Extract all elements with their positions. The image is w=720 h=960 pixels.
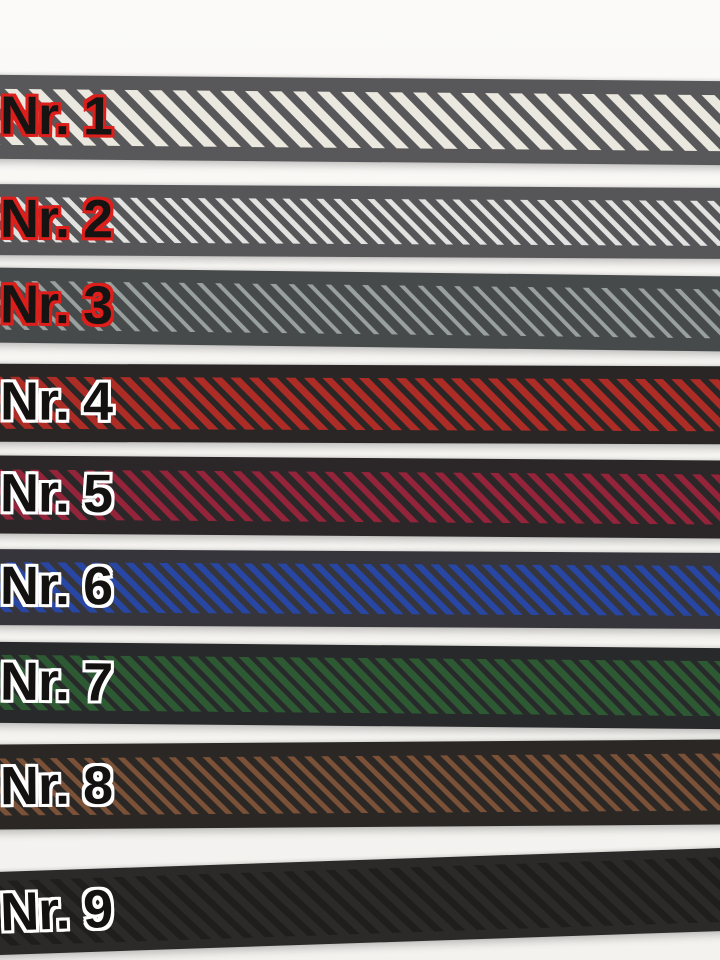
ribbon-label: Nr. 5 bbox=[0, 463, 113, 525]
ribbon-nr-2: Nr. 2 bbox=[0, 184, 720, 259]
ribbon-label: Nr. 6 bbox=[0, 555, 113, 617]
ribbon-nr-8: Nr. 8 bbox=[0, 739, 720, 830]
ribbon-label: Nr. 3 bbox=[0, 273, 113, 336]
ribbon-nr-1: Nr. 1 bbox=[0, 74, 720, 166]
ribbon-label: Nr. 2 bbox=[0, 188, 113, 249]
ribbon-label: Nr. 4 bbox=[0, 371, 113, 432]
ribbon-label: Nr. 8 bbox=[0, 754, 113, 816]
ribbon-nr-4: Nr. 4 bbox=[0, 363, 720, 445]
ribbon-nr-6: Nr. 6 bbox=[0, 549, 720, 629]
ribbon-nr-3: Nr. 3 bbox=[0, 267, 720, 352]
ribbon-nr-7: Nr. 7 bbox=[0, 641, 720, 730]
ribbon-nr-9: Nr. 9 bbox=[0, 847, 720, 956]
ribbon-label: Nr. 9 bbox=[0, 878, 114, 943]
ribbon-nr-5: Nr. 5 bbox=[0, 455, 720, 539]
ribbon-label: Nr. 1 bbox=[0, 85, 113, 147]
ribbon-label: Nr. 7 bbox=[0, 651, 113, 713]
